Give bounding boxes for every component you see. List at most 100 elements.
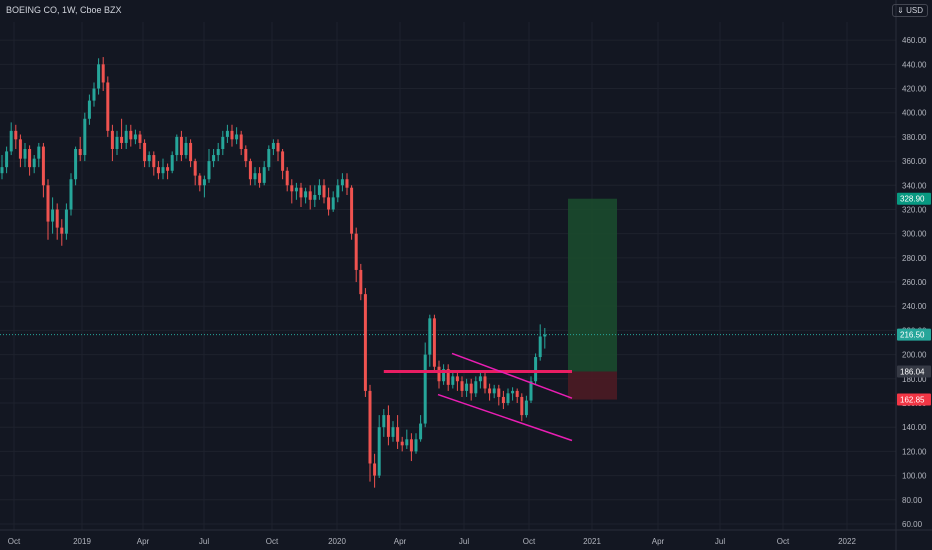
x-tick-label: Oct xyxy=(777,537,790,546)
candle-body xyxy=(322,185,326,198)
y-tick-label: 200.00 xyxy=(902,351,927,360)
candle-body xyxy=(382,415,386,428)
candle-body xyxy=(451,376,455,385)
candle-body xyxy=(110,130,114,149)
x-tick-label: Oct xyxy=(8,537,21,546)
candle-body xyxy=(442,369,446,382)
x-tick-label: 2020 xyxy=(328,537,346,546)
y-tick-label: 400.00 xyxy=(902,109,927,118)
candle-body xyxy=(18,139,22,159)
currency-unit-selector[interactable]: ⇓ USD xyxy=(892,4,928,17)
candle-body xyxy=(258,173,262,183)
candle-body xyxy=(474,381,478,394)
candle-body xyxy=(198,175,202,186)
candle-body xyxy=(248,161,252,180)
candle-body xyxy=(511,390,515,394)
candle-body xyxy=(244,149,248,162)
candle-body xyxy=(115,136,119,149)
candle-body xyxy=(235,134,239,140)
candle-body xyxy=(446,369,450,385)
x-tick-label: Apr xyxy=(652,537,665,546)
y-tick-label: 440.00 xyxy=(902,60,927,69)
candle-body xyxy=(101,64,105,83)
candle-body xyxy=(175,136,179,156)
candle-body xyxy=(308,191,312,200)
x-tick-label: Oct xyxy=(523,537,536,546)
candle-body xyxy=(92,88,96,101)
price-label: 162.85 xyxy=(900,396,925,405)
price-label-box xyxy=(897,192,931,205)
y-tick-label: 180.00 xyxy=(902,375,927,384)
x-tick-label: Jul xyxy=(199,537,209,546)
y-tick-label: 320.00 xyxy=(902,205,927,214)
x-tick-label: Apr xyxy=(137,537,150,546)
candle-body xyxy=(336,185,340,198)
candle-body xyxy=(207,161,211,180)
candle-body xyxy=(262,167,266,183)
y-tick-label: 340.00 xyxy=(902,181,927,190)
candle-body xyxy=(14,130,18,140)
candle-body xyxy=(529,381,533,401)
candle-body xyxy=(469,383,473,394)
candle-body xyxy=(138,134,142,143)
candle-body xyxy=(506,393,510,403)
candle-body xyxy=(501,396,505,403)
candle-body xyxy=(60,227,64,234)
candle-body xyxy=(37,146,41,159)
candle-body xyxy=(120,136,124,143)
candle-body xyxy=(386,415,390,437)
candle-body xyxy=(368,390,372,464)
currency-unit-label: USD xyxy=(906,6,923,15)
candle-body xyxy=(455,376,459,382)
y-tick-label: 120.00 xyxy=(902,447,927,456)
candle-body xyxy=(32,158,36,168)
candle-body xyxy=(432,318,436,367)
candle-body xyxy=(281,151,285,171)
price-label-box xyxy=(897,365,931,378)
candle-body xyxy=(400,441,404,446)
candle-body xyxy=(161,167,165,174)
channel-upper-line xyxy=(451,352,573,399)
candle-body xyxy=(83,118,87,156)
candle-body xyxy=(9,130,13,152)
candle-body xyxy=(147,155,151,162)
candle-body xyxy=(216,149,220,156)
candle-body xyxy=(23,149,27,159)
candle-body xyxy=(377,427,381,476)
candle-body xyxy=(276,142,280,152)
candle-body xyxy=(143,142,147,162)
candle-body xyxy=(239,134,243,149)
y-tick-label: 60.00 xyxy=(902,520,923,529)
candle-body xyxy=(497,388,501,397)
candle-body xyxy=(515,390,519,397)
candle-body xyxy=(437,366,441,382)
candle-body xyxy=(46,185,50,222)
candle-body xyxy=(212,155,216,162)
price-label: 186.04 xyxy=(900,368,925,377)
candle-body xyxy=(465,383,469,391)
x-tick-label: 2022 xyxy=(838,537,856,546)
candle-body xyxy=(87,100,91,119)
chart-title: BOEING CO, 1W, Cboe BZX xyxy=(6,5,122,15)
y-tick-label: 240.00 xyxy=(902,302,927,311)
candle-body xyxy=(225,130,229,137)
candle-body xyxy=(74,149,78,180)
y-tick-label: 260.00 xyxy=(902,278,927,287)
candle-body xyxy=(478,376,482,382)
candle-body xyxy=(78,149,82,156)
candle-body xyxy=(0,167,4,174)
candle-body xyxy=(405,439,409,446)
x-tick-label: 2021 xyxy=(583,537,601,546)
candle-body xyxy=(152,155,156,168)
candle-body xyxy=(106,82,110,131)
candle-body xyxy=(299,187,303,198)
candle-body xyxy=(129,130,133,140)
candle-body xyxy=(409,439,413,452)
candle-body xyxy=(317,185,321,195)
y-tick-label: 280.00 xyxy=(902,254,927,263)
unit-prefix-icon: ⇓ xyxy=(897,6,904,15)
candle-body xyxy=(166,167,170,171)
candle-body xyxy=(543,334,547,337)
candle-body xyxy=(230,130,234,140)
